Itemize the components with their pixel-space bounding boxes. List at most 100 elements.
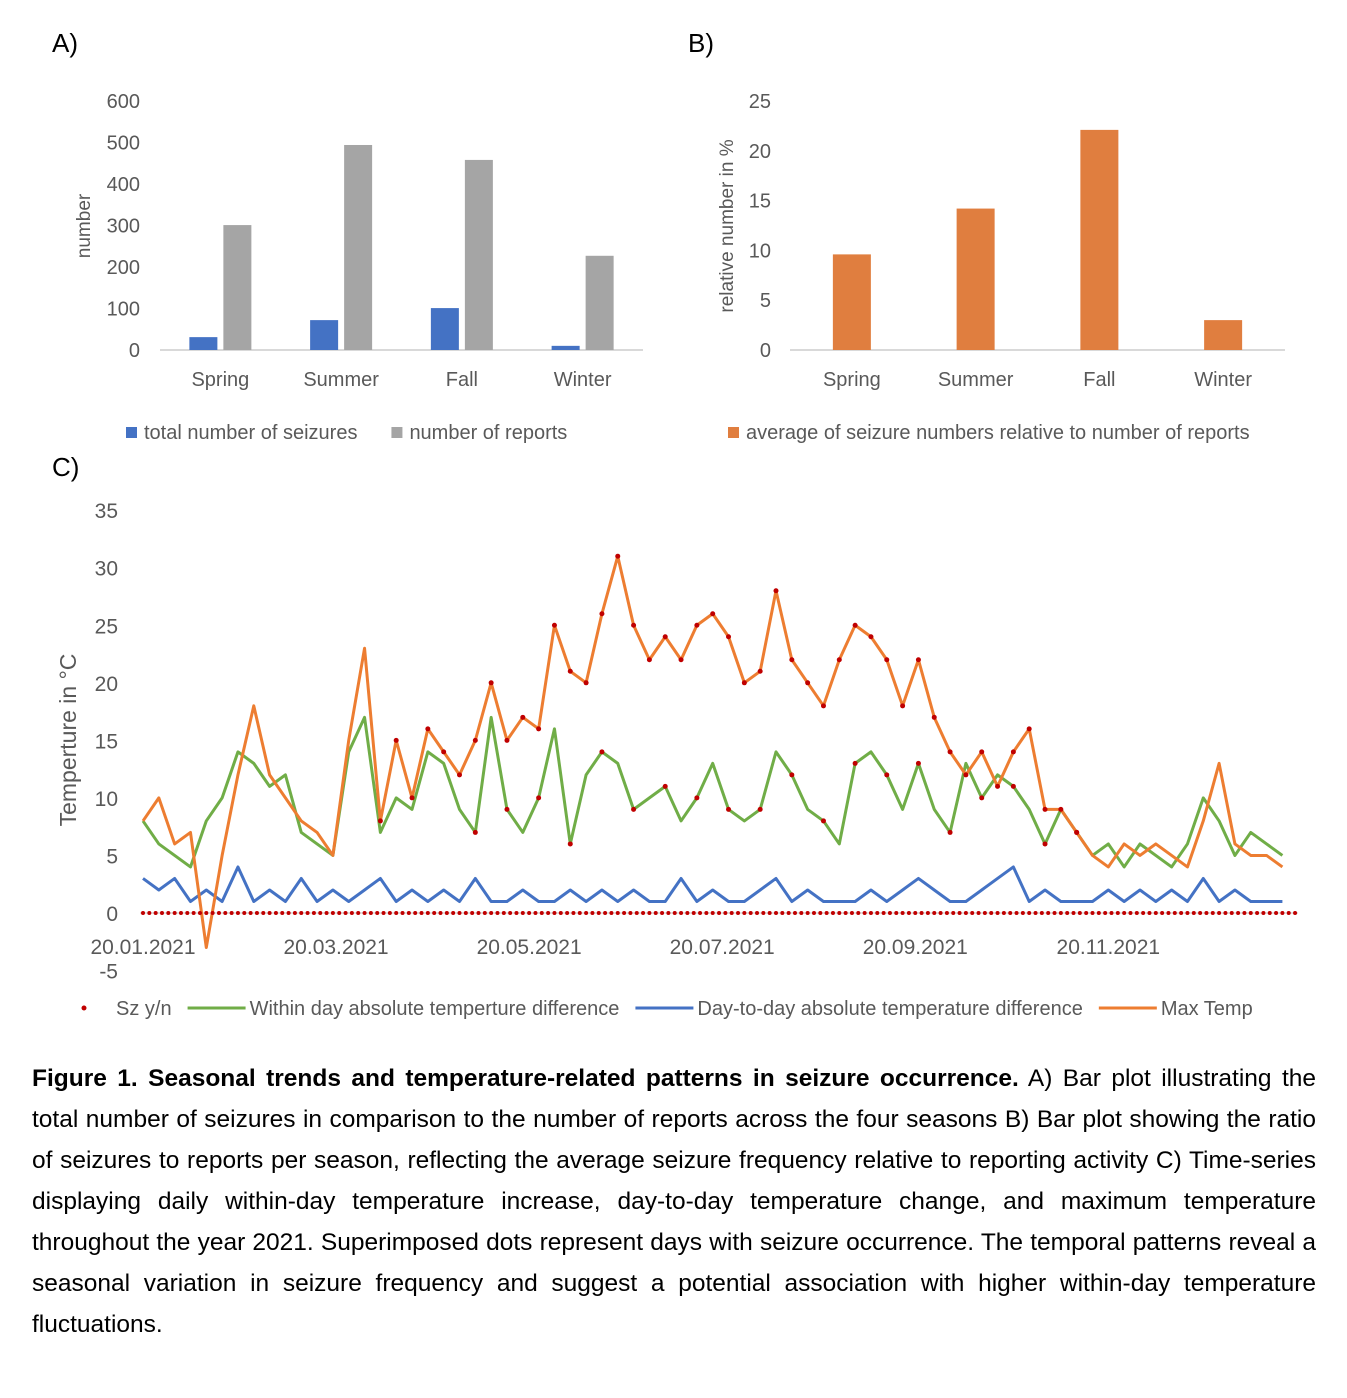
- sz-dot: [438, 911, 443, 915]
- sz-dot: [362, 911, 367, 915]
- y-tick-label: 300: [107, 216, 140, 238]
- sz-dot: [536, 726, 542, 732]
- sz-dot: [504, 737, 510, 743]
- sz-dot: [1191, 911, 1196, 915]
- x-tick-label: 20.05.2021: [477, 936, 582, 959]
- y-tick-label: 0: [106, 903, 118, 926]
- sz-dot: [646, 657, 652, 663]
- caption-label: Figure 1. Seasonal trends and temperatur…: [32, 1065, 1019, 1092]
- sz-dot: [666, 911, 671, 915]
- sz-dot: [539, 911, 544, 915]
- sz-dot: [995, 783, 1001, 789]
- sz-dot: [1198, 911, 1203, 915]
- sz-dot: [377, 818, 383, 824]
- sz-dot: [1008, 911, 1013, 915]
- sz-dot: [628, 911, 633, 915]
- sz-dot: [875, 911, 880, 915]
- sz-dot: [957, 911, 962, 915]
- sz-dot: [789, 772, 795, 778]
- legend-label: average of seizure numbers relative to n…: [746, 422, 1250, 444]
- sz-dot: [1128, 911, 1133, 915]
- sz-dot: [723, 911, 728, 915]
- sz-dot: [536, 795, 542, 801]
- sz-dot: [1160, 911, 1165, 915]
- sz-dot: [755, 911, 760, 915]
- sz-dot: [837, 911, 842, 915]
- sz-dot: [1052, 911, 1057, 915]
- sz-dot: [504, 806, 510, 812]
- sz-dot: [527, 911, 532, 915]
- sz-dot: [868, 911, 873, 915]
- x-tick-label: 20.03.2021: [284, 936, 389, 959]
- y-tick-label: 10: [749, 240, 771, 262]
- sz-dot: [1236, 911, 1241, 915]
- y-tick-label: 100: [107, 299, 140, 321]
- sz-dot: [792, 911, 797, 915]
- x-tick-label: Winter: [1194, 369, 1252, 391]
- y-tick-label: 15: [95, 730, 118, 753]
- sz-dot: [757, 806, 763, 812]
- x-tick-label: Winter: [554, 369, 612, 391]
- sz-dot: [881, 911, 886, 915]
- sz-dot: [280, 911, 285, 915]
- sz-dot: [913, 911, 918, 915]
- sz-dot: [900, 703, 906, 709]
- sz-dot: [599, 611, 605, 617]
- sz-dot: [223, 911, 228, 915]
- sz-dot: [1115, 911, 1120, 915]
- sz-dot: [1071, 911, 1076, 915]
- x-tick-label: 20.11.2021: [1057, 936, 1161, 959]
- sz-dot: [141, 911, 145, 915]
- sz-dot: [1293, 911, 1298, 915]
- sz-dot: [685, 911, 690, 915]
- sz-dot: [1058, 806, 1064, 812]
- sz-dot: [789, 657, 795, 663]
- sz-dot: [419, 911, 424, 915]
- x-tick-label: 20.09.2021: [863, 936, 968, 959]
- sz-dot: [1109, 911, 1114, 915]
- sz-dot: [286, 911, 291, 915]
- legend-swatch: [391, 427, 403, 438]
- x-tick-label: 20.01.2021: [90, 936, 195, 959]
- y-tick-label: 400: [107, 174, 140, 196]
- sz-dot: [995, 911, 1000, 915]
- sz-dot: [862, 911, 867, 915]
- sz-dot: [653, 911, 658, 915]
- x-tick-label: Spring: [191, 369, 249, 391]
- sz-dot: [836, 657, 842, 663]
- sz-dot: [884, 772, 890, 778]
- sz-dot: [1033, 911, 1038, 915]
- sz-dot: [533, 911, 538, 915]
- sz-dot: [679, 911, 684, 915]
- sz-dot: [989, 911, 994, 915]
- sz-dot: [915, 657, 921, 663]
- sz-dot: [736, 911, 741, 915]
- sz-dot: [1096, 911, 1101, 915]
- sz-dot: [565, 911, 570, 915]
- x-tick-label: Fall: [446, 369, 478, 391]
- bar-spring-1: [223, 225, 252, 350]
- bar-summer-0: [956, 208, 995, 350]
- sz-dot: [662, 634, 668, 640]
- sz-dot: [830, 911, 835, 915]
- sz-dot: [1242, 911, 1247, 915]
- sz-dot: [394, 911, 399, 915]
- bar-winter-0: [551, 345, 580, 350]
- y-axis-label: Temperture in °C: [55, 654, 81, 827]
- sz-dot: [856, 911, 861, 915]
- sz-dot: [596, 911, 601, 915]
- sz-dot: [894, 911, 899, 915]
- sz-dot: [1122, 911, 1127, 915]
- x-tick-label: Fall: [1083, 369, 1115, 391]
- y-tick-label: 10: [95, 788, 118, 811]
- sz-dot: [726, 634, 732, 640]
- sz-dot: [1153, 911, 1158, 915]
- sz-dot: [583, 680, 589, 686]
- sz-dot: [852, 622, 858, 628]
- sz-dot: [1210, 911, 1215, 915]
- sz-dot: [567, 841, 573, 847]
- sz-dot: [811, 911, 816, 915]
- y-axis-label: relative number in %: [717, 139, 738, 312]
- sz-dot: [726, 806, 732, 812]
- sz-dot: [204, 911, 209, 915]
